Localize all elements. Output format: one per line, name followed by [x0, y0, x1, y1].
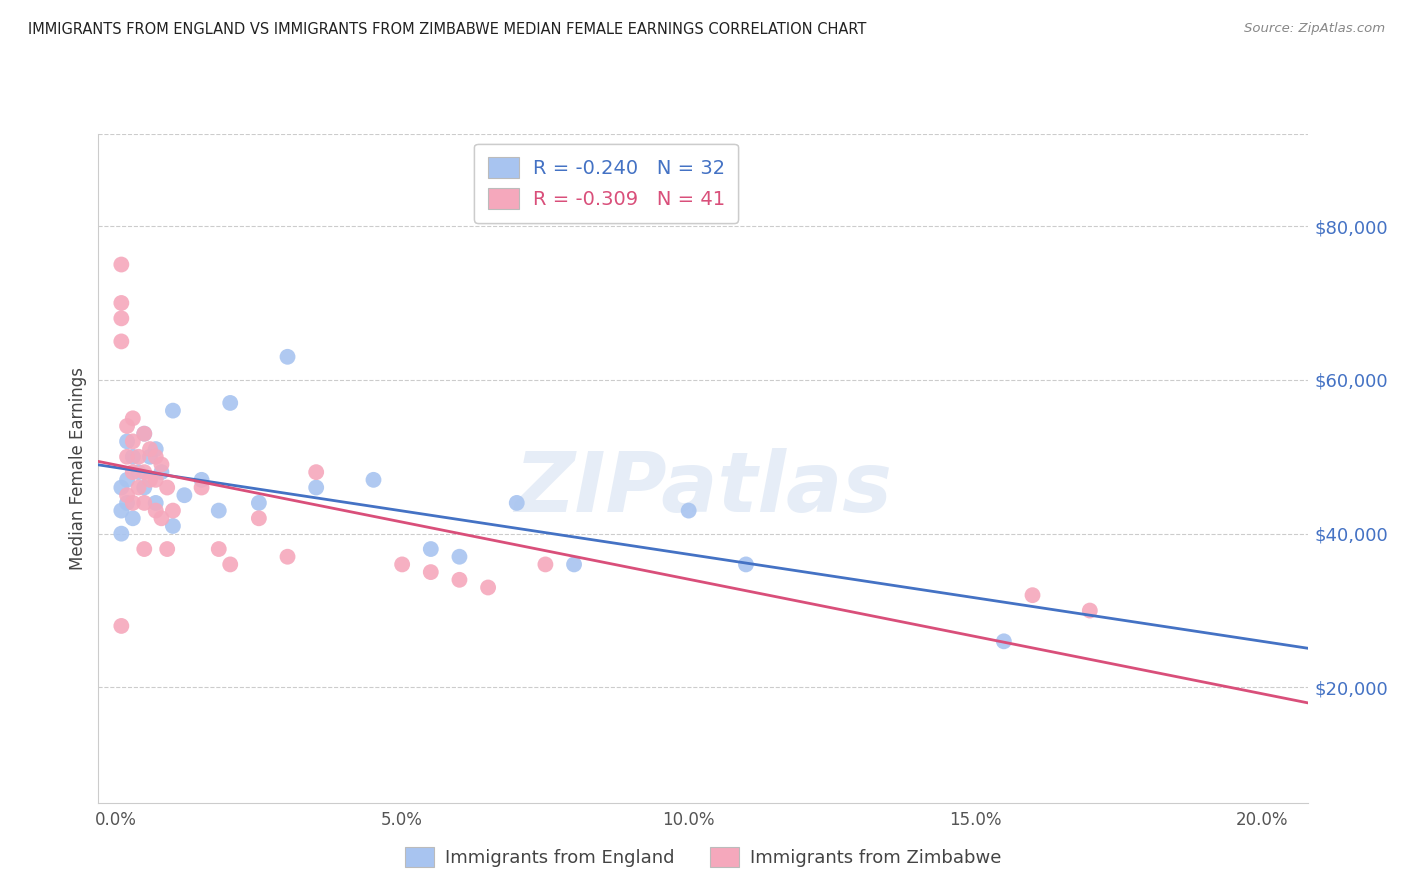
Point: [134, 426, 156, 441]
Point: [156, 481, 179, 495]
Point: [449, 573, 471, 587]
Point: [134, 542, 156, 557]
Point: [363, 473, 385, 487]
Point: [115, 488, 138, 502]
Legend: Immigrants from England, Immigrants from Zimbabwe: Immigrants from England, Immigrants from…: [398, 839, 1008, 874]
Point: [247, 511, 270, 525]
Point: [145, 496, 167, 510]
Point: [162, 403, 184, 417]
Point: [115, 496, 138, 510]
Point: [150, 511, 173, 525]
Point: [150, 458, 173, 472]
Point: [110, 503, 132, 517]
Point: [139, 442, 162, 456]
Legend: R = -0.240   N = 32, R = -0.309   N = 41: R = -0.240 N = 32, R = -0.309 N = 41: [474, 144, 738, 223]
Point: [121, 465, 143, 479]
Point: [190, 481, 212, 495]
Point: [419, 542, 441, 557]
Point: [277, 350, 299, 364]
Point: [110, 258, 132, 272]
Point: [145, 442, 167, 456]
Point: [121, 496, 143, 510]
Y-axis label: Median Female Earnings: Median Female Earnings: [69, 367, 87, 570]
Point: [115, 450, 138, 464]
Point: [110, 311, 132, 326]
Point: [134, 465, 156, 479]
Point: [110, 296, 132, 310]
Point: [128, 450, 150, 464]
Point: [678, 503, 700, 517]
Point: [219, 396, 242, 410]
Point: [145, 503, 167, 517]
Point: [134, 496, 156, 510]
Point: [190, 473, 212, 487]
Point: [110, 526, 132, 541]
Point: [534, 558, 557, 572]
Point: [162, 503, 184, 517]
Point: [993, 634, 1015, 648]
Text: Source: ZipAtlas.com: Source: ZipAtlas.com: [1244, 22, 1385, 36]
Point: [305, 465, 328, 479]
Point: [477, 581, 499, 595]
Text: ZIPatlas: ZIPatlas: [515, 448, 891, 529]
Text: IMMIGRANTS FROM ENGLAND VS IMMIGRANTS FROM ZIMBABWE MEDIAN FEMALE EARNINGS CORRE: IMMIGRANTS FROM ENGLAND VS IMMIGRANTS FR…: [28, 22, 866, 37]
Point: [506, 496, 529, 510]
Point: [121, 450, 143, 464]
Point: [162, 519, 184, 533]
Point: [115, 473, 138, 487]
Point: [173, 488, 195, 502]
Point: [128, 481, 150, 495]
Point: [110, 481, 132, 495]
Point: [145, 473, 167, 487]
Point: [110, 619, 132, 633]
Point: [134, 481, 156, 495]
Point: [115, 419, 138, 434]
Point: [735, 558, 758, 572]
Point: [121, 511, 143, 525]
Point: [128, 465, 150, 479]
Point: [391, 558, 413, 572]
Point: [219, 558, 242, 572]
Point: [134, 426, 156, 441]
Point: [115, 434, 138, 449]
Point: [139, 450, 162, 464]
Point: [110, 334, 132, 349]
Point: [121, 434, 143, 449]
Point: [208, 503, 231, 517]
Point: [208, 542, 231, 557]
Point: [419, 565, 441, 579]
Point: [562, 558, 585, 572]
Point: [156, 542, 179, 557]
Point: [449, 549, 471, 564]
Point: [145, 450, 167, 464]
Point: [121, 411, 143, 425]
Point: [305, 481, 328, 495]
Point: [247, 496, 270, 510]
Point: [150, 465, 173, 479]
Point: [139, 473, 162, 487]
Point: [1078, 603, 1101, 617]
Point: [1021, 588, 1043, 602]
Point: [277, 549, 299, 564]
